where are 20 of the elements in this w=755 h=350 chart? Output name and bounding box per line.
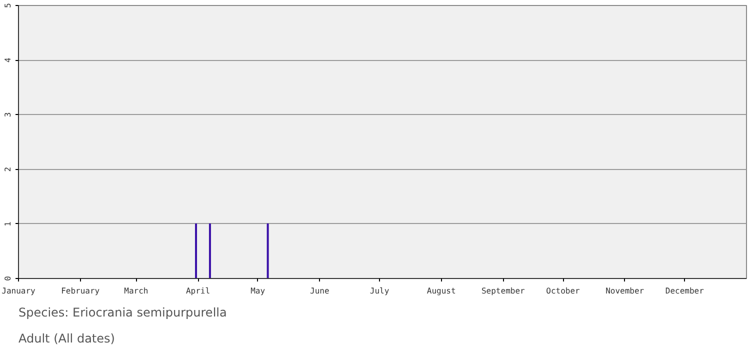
x-tick-label: August xyxy=(426,286,456,296)
y-tick-label: 0 xyxy=(4,276,12,281)
x-tick-label: March xyxy=(124,286,148,296)
y-tick-label: 1 xyxy=(4,221,12,226)
x-tick-label: April xyxy=(186,286,210,296)
x-tick-label: September xyxy=(481,286,526,296)
x-tick-label: November xyxy=(606,286,644,296)
x-tick-label: July xyxy=(370,286,390,296)
y-tick-label: 3 xyxy=(4,112,12,118)
x-tick-label: December xyxy=(665,286,704,296)
y-tick-label: 5 xyxy=(4,2,12,8)
y-tick-label: 2 xyxy=(4,166,12,172)
y-tick-label: 4 xyxy=(4,58,12,63)
text: Species: Eriocrania semipurpurella xyxy=(18,306,227,320)
x-tick-label: February xyxy=(61,286,100,296)
x-tick-label: May xyxy=(250,286,266,296)
text: Adult (All dates) xyxy=(18,332,115,346)
x-tick-label: January xyxy=(2,286,36,296)
x-tick-label: October xyxy=(546,286,580,296)
x-tick-label: June xyxy=(310,286,330,296)
